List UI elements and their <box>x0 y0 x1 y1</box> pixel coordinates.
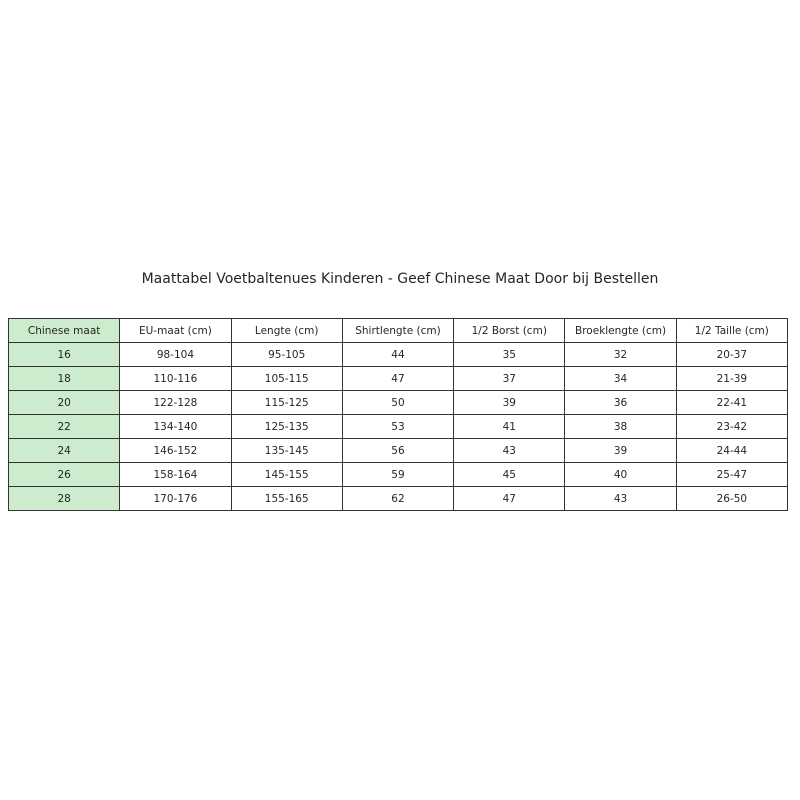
header-eu-maat: EU-maat (cm) <box>119 318 232 343</box>
table-cell: 50 <box>341 390 455 415</box>
header-lengte: Lengte (cm) <box>230 318 343 343</box>
table-row: 26 158-164 145-155 59 45 40 25-47 <box>7 462 789 487</box>
table-cell: 59 <box>341 462 455 487</box>
table-cell: 39 <box>564 438 677 463</box>
header-shirtlengte: Shirtlengte (cm) <box>341 318 455 343</box>
size-chart-table: Chinese maat EU-maat (cm) Lengte (cm) Sh… <box>7 318 789 511</box>
table-cell: 125-135 <box>230 414 343 439</box>
table-cell: 62 <box>341 486 455 511</box>
table-row: 18 110-116 105-115 47 37 34 21-39 <box>7 366 789 391</box>
table-cell: 34 <box>564 366 677 391</box>
table-cell: 25-47 <box>675 462 789 487</box>
table-cell: 16 <box>7 342 121 367</box>
table-cell: 18 <box>7 366 121 391</box>
table-cell: 39 <box>453 390 566 415</box>
table-cell: 135-145 <box>230 438 343 463</box>
table-cell: 110-116 <box>119 366 232 391</box>
table-cell: 37 <box>453 366 566 391</box>
table-cell: 24 <box>7 438 121 463</box>
table-cell: 26 <box>7 462 121 487</box>
table-row: 28 170-176 155-165 62 47 43 26-50 <box>7 486 789 511</box>
table-cell: 35 <box>453 342 566 367</box>
table-cell: 44 <box>341 342 455 367</box>
header-half-borst: 1/2 Borst (cm) <box>453 318 566 343</box>
table-row: 16 98-104 95-105 44 35 32 20-37 <box>7 342 789 367</box>
table-cell: 53 <box>341 414 455 439</box>
table-cell: 36 <box>564 390 677 415</box>
table-cell: 145-155 <box>230 462 343 487</box>
table-cell: 22-41 <box>675 390 789 415</box>
table-cell: 40 <box>564 462 677 487</box>
table-row: 22 134-140 125-135 53 41 38 23-42 <box>7 414 789 439</box>
table-cell: 105-115 <box>230 366 343 391</box>
table-cell: 98-104 <box>119 342 232 367</box>
table-cell: 38 <box>564 414 677 439</box>
table-cell: 47 <box>453 486 566 511</box>
table-row: 24 146-152 135-145 56 43 39 24-44 <box>7 438 789 463</box>
header-half-taille: 1/2 Taille (cm) <box>675 318 789 343</box>
table-cell: 95-105 <box>230 342 343 367</box>
table-cell: 32 <box>564 342 677 367</box>
table-cell: 43 <box>453 438 566 463</box>
table-row: 20 122-128 115-125 50 39 36 22-41 <box>7 390 789 415</box>
header-chinese-maat: Chinese maat <box>7 318 121 343</box>
table-cell: 122-128 <box>119 390 232 415</box>
table-cell: 20 <box>7 390 121 415</box>
table-cell: 170-176 <box>119 486 232 511</box>
table-cell: 41 <box>453 414 566 439</box>
header-broeklengte: Broeklengte (cm) <box>564 318 677 343</box>
table-cell: 146-152 <box>119 438 232 463</box>
table-cell: 24-44 <box>675 438 789 463</box>
table-header-row: Chinese maat EU-maat (cm) Lengte (cm) Sh… <box>7 318 789 343</box>
table-cell: 26-50 <box>675 486 789 511</box>
table-cell: 115-125 <box>230 390 343 415</box>
table-cell: 20-37 <box>675 342 789 367</box>
table-cell: 21-39 <box>675 366 789 391</box>
table-cell: 23-42 <box>675 414 789 439</box>
table-cell: 45 <box>453 462 566 487</box>
table-cell: 28 <box>7 486 121 511</box>
table-cell: 22 <box>7 414 121 439</box>
table-cell: 134-140 <box>119 414 232 439</box>
table-cell: 56 <box>341 438 455 463</box>
table-title: Maattabel Voetbaltenues Kinderen - Geef … <box>141 271 659 287</box>
table-cell: 43 <box>564 486 677 511</box>
table-cell: 47 <box>341 366 455 391</box>
table-cell: 158-164 <box>119 462 232 487</box>
table-cell: 155-165 <box>230 486 343 511</box>
